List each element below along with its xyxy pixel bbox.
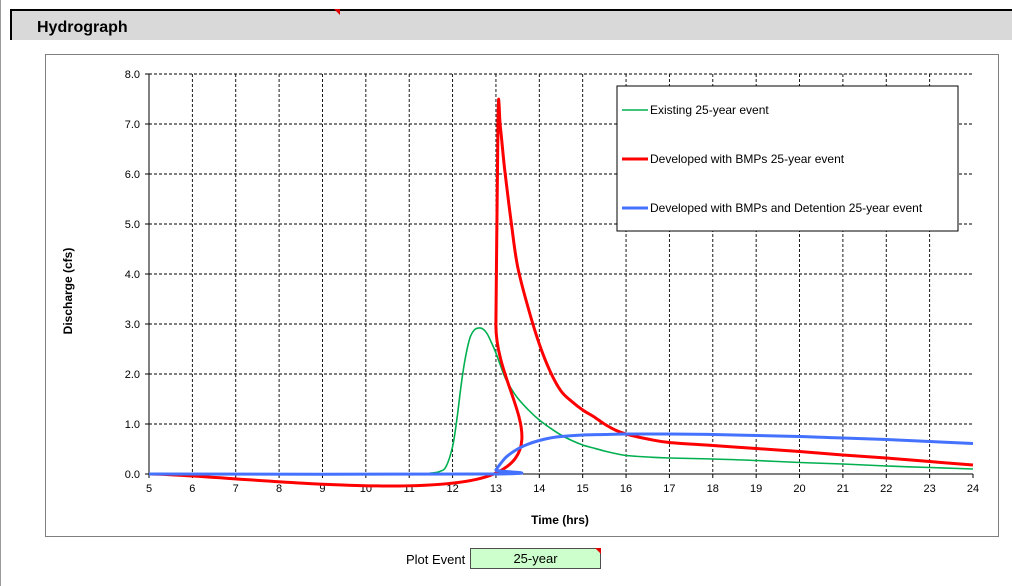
y-tick-label: 4.0 (125, 269, 140, 281)
x-tick-label: 23 (924, 483, 936, 495)
y-tick-label: 6.0 (125, 169, 140, 181)
y-tick-label: 5.0 (125, 219, 140, 231)
x-tick-label: 18 (707, 483, 719, 495)
series-line-3 (148, 432, 974, 476)
x-tick-label: 24 (967, 483, 979, 495)
chart-area[interactable]: 5 6 7 8 9 10 11 12 13 14 15 16 17 18 19 20 21 22 23 24 0.0 1.… (45, 54, 999, 537)
legend: Existing 25-year event Developed with BMP… (616, 85, 959, 232)
x-tick-label: 13 (490, 483, 502, 495)
y-tick-label: 3.0 (125, 319, 140, 331)
x-tick-label: 22 (880, 483, 892, 495)
x-tick-label: 19 (750, 483, 762, 495)
y-tick-label: 2.0 (125, 369, 140, 381)
plot-event-label: Plot Event (406, 552, 466, 567)
x-tick-label: 14 (533, 483, 545, 495)
y-tick-label: 8.0 (125, 69, 140, 81)
x-tick-label: 6 (189, 483, 195, 495)
y-axis-label: Discharge (cfs) (61, 248, 75, 335)
x-tick-label: 16 (620, 483, 632, 495)
legend-label: Developed with BMPs 25-year event (650, 152, 845, 166)
x-tick-label: 20 (793, 483, 805, 495)
x-tick-label: 21 (837, 483, 849, 495)
hydrograph-chart: 5 6 7 8 9 10 11 12 13 14 15 16 17 18 19 20 21 22 23 240.01.… (61, 69, 979, 527)
comment-marker-icon[interactable] (334, 9, 340, 15)
x-tick-label: 15 (577, 483, 589, 495)
legend-label: Existing 25-year event (650, 103, 769, 117)
x-tick-label: 11 (403, 483, 414, 495)
y-tick-label: 0.0 (125, 469, 140, 481)
series-line-2 (148, 97, 974, 488)
x-axis-label: Time (hrs) (531, 513, 589, 527)
title-bar (10, 9, 1012, 40)
series-line-1 (148, 327, 974, 475)
x-tick-label: 17 (663, 483, 675, 495)
x-tick-label: 9 (319, 483, 325, 495)
x-tick-label: 12 (446, 483, 458, 495)
x-tick-label: 8 (276, 483, 282, 495)
y-tick-label: 7.0 (125, 119, 140, 131)
sheet-title: Hydrograph (37, 19, 128, 36)
x-tick-label: 5 (146, 483, 152, 495)
y-tick-label: 1.0 (125, 419, 140, 431)
legend-label: Developed with BMPs and Detention 25-yea… (650, 201, 923, 215)
legend-box (616, 85, 959, 232)
plot-event-select[interactable]: 25-year (470, 548, 601, 569)
comment-marker-icon[interactable] (595, 548, 601, 554)
x-tick-label: 7 (233, 483, 239, 495)
series-lines (148, 97, 974, 488)
